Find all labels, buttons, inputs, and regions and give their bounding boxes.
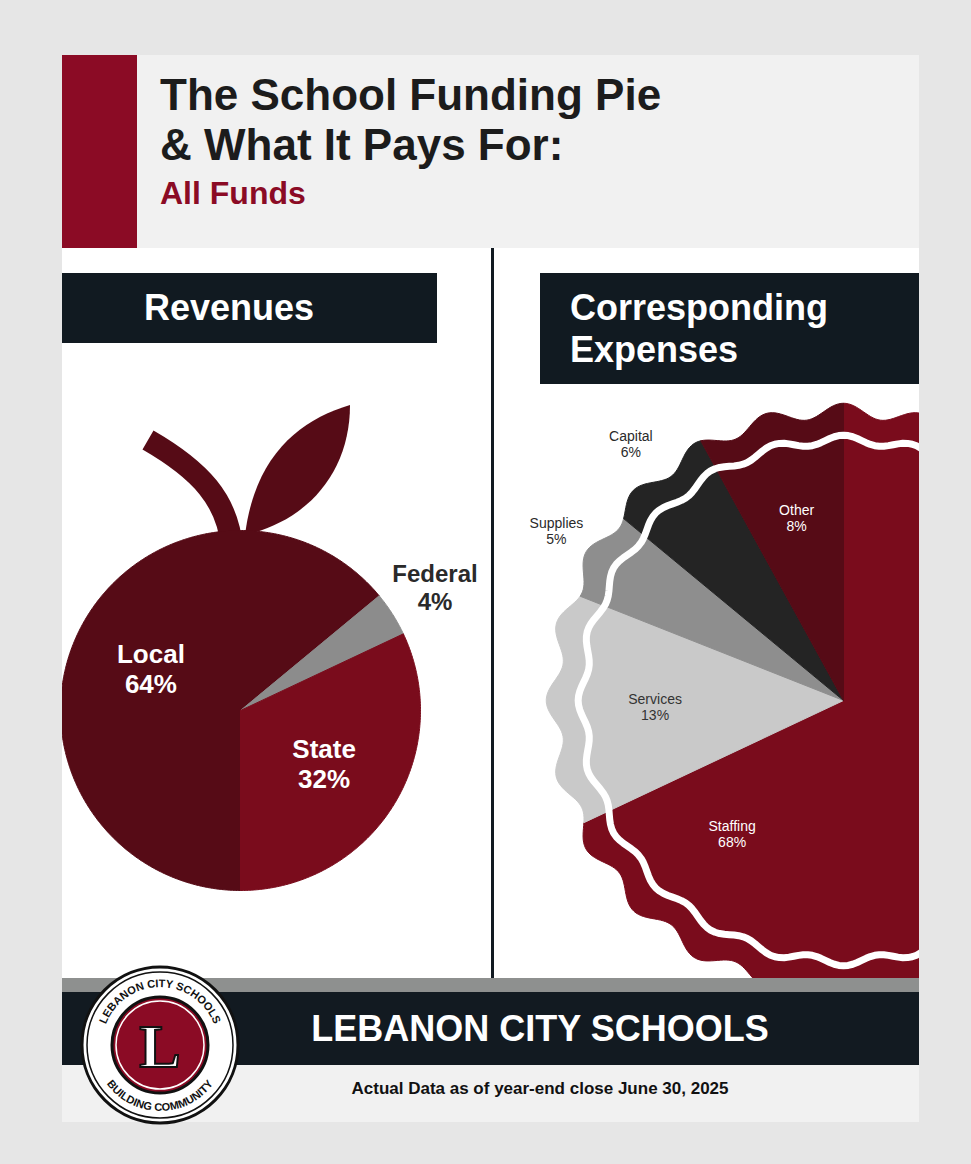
- svg-text:LEBANON CITY SCHOOLS: LEBANON CITY SCHOOLS: [96, 977, 224, 1026]
- html-text:Actual Data as of year-end clo: Actual Data as of year-end close June 30…: [351, 1079, 729, 1098]
- svg-text:Services13%: Services13%: [628, 691, 682, 723]
- svg-text:Local64%: Local64%: [117, 639, 185, 699]
- svg-text:Supplies5%: Supplies5%: [530, 515, 584, 547]
- svg-text:BUILDING COMMUNITY: BUILDING COMMUNITY: [105, 1077, 215, 1113]
- svg-text:State32%: State32%: [292, 734, 356, 794]
- html-text:& What It Pays For:: & What It Pays For:: [160, 120, 564, 169]
- html-text:The School Funding Pie: The School Funding Pie: [160, 70, 662, 119]
- svg-text:Staffing68%: Staffing68%: [709, 818, 756, 850]
- html-text:Corresponding Expenses: Corresponding Expenses: [570, 287, 828, 370]
- svg-text:L: L: [139, 1012, 180, 1080]
- html-text:LEBANON CITY SCHOOLS: LEBANON CITY SCHOOLS: [311, 1008, 769, 1049]
- svg-text:Other8%: Other8%: [779, 502, 814, 534]
- svg-text:Federal4%: Federal4%: [392, 560, 477, 615]
- html-text:All Funds: All Funds: [160, 175, 306, 211]
- html-text:Revenues: Revenues: [144, 287, 315, 328]
- svg-text:Capital6%: Capital6%: [609, 428, 653, 460]
